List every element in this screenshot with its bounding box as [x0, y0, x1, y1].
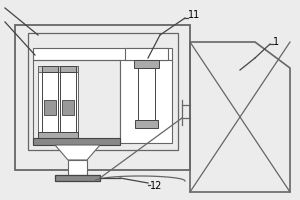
Bar	[60, 72, 76, 132]
Bar	[38, 66, 78, 72]
Bar	[138, 68, 155, 120]
Text: 12: 12	[150, 181, 162, 191]
Bar	[120, 60, 172, 143]
Bar	[134, 60, 159, 68]
Bar	[68, 160, 87, 175]
Bar	[33, 48, 172, 60]
Bar	[42, 72, 58, 132]
Bar	[28, 33, 178, 150]
Bar	[38, 132, 78, 138]
Bar	[55, 175, 100, 181]
Bar	[42, 66, 58, 72]
Bar	[33, 60, 120, 143]
Bar	[60, 66, 76, 72]
Bar	[44, 100, 56, 115]
Bar	[33, 138, 120, 145]
Text: 1: 1	[273, 37, 279, 47]
Polygon shape	[55, 145, 100, 160]
Bar	[38, 66, 78, 138]
Bar	[135, 120, 158, 128]
Bar	[62, 100, 74, 115]
Text: 11: 11	[188, 10, 200, 20]
Bar	[15, 25, 190, 170]
Bar	[125, 48, 168, 60]
